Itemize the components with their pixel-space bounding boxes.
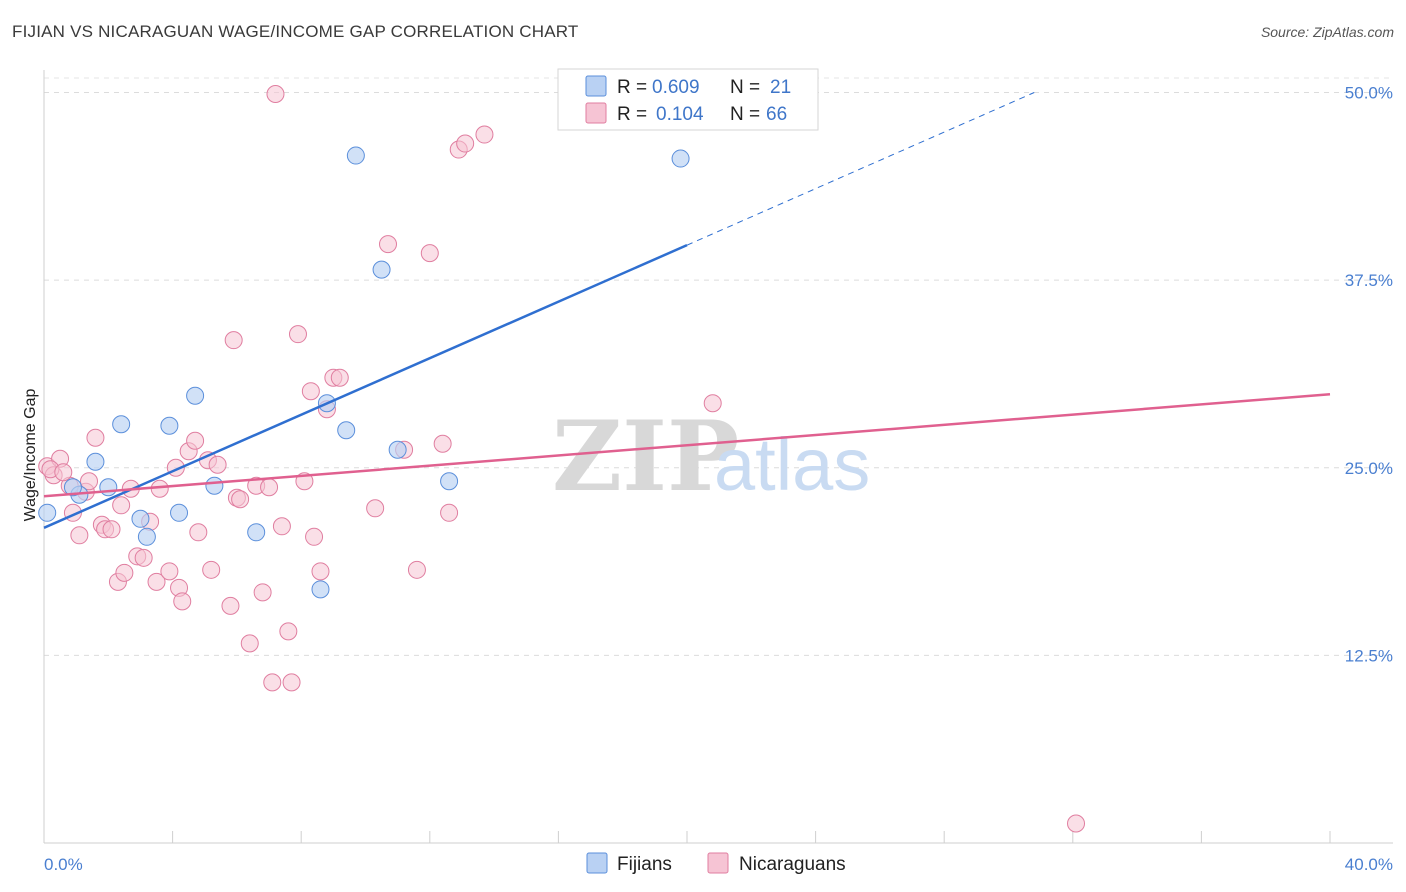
nicaraguans-point xyxy=(115,563,134,582)
nicaraguans-point xyxy=(224,331,243,350)
y-tick-label: 12.5% xyxy=(1345,646,1393,665)
nicaraguans-n-value: 66 xyxy=(766,104,787,125)
nicaraguans-point xyxy=(240,634,259,653)
fijians-trend-extension xyxy=(686,92,1035,246)
nicaraguans-point xyxy=(202,560,221,579)
y-tick-labels: 12.5% 25.0% 37.5% 50.0% xyxy=(1345,84,1393,666)
nicaraguans-trend-line xyxy=(43,392,1331,498)
nicaraguans-point xyxy=(80,472,99,491)
watermark: ZIP atlas xyxy=(552,400,870,513)
stats-legend: R = 0.609 N = 21 R = 0.104 N = 66 xyxy=(557,68,819,131)
nicaraguans-point xyxy=(134,548,153,567)
nicaraguans-point xyxy=(282,673,301,692)
fijians-point xyxy=(440,472,459,491)
fijians-n-value: 21 xyxy=(770,77,791,98)
fijians-bottom-swatch xyxy=(586,852,608,874)
fijians-point xyxy=(186,386,205,405)
nicaraguans-point xyxy=(147,572,166,591)
nicaraguans-point xyxy=(102,520,121,539)
fijians-point xyxy=(346,146,365,165)
fijians-point xyxy=(38,503,57,522)
nicaraguans-point xyxy=(266,85,285,104)
y-axis-label: Wage/Income Gap xyxy=(22,389,39,522)
nicaraguans-point xyxy=(288,325,307,344)
nicaraguans-point xyxy=(231,490,250,509)
fijians-point xyxy=(311,580,330,599)
fijians-point xyxy=(337,421,356,440)
trend-lines xyxy=(43,92,1331,529)
nicaraguans-point xyxy=(221,596,240,615)
nicaraguans-point xyxy=(420,244,439,263)
fijians-points xyxy=(38,146,690,599)
x-tick-max: 40.0% xyxy=(1345,855,1393,874)
fijians-point xyxy=(247,523,266,542)
axes xyxy=(43,70,1393,844)
nicaraguans-point xyxy=(173,592,192,611)
fijians-point xyxy=(671,149,690,168)
nicaraguans-point xyxy=(253,583,272,602)
nicaraguans-point xyxy=(1067,814,1086,833)
nicaraguans-point xyxy=(263,673,282,692)
nicaraguans-bottom-swatch xyxy=(707,852,729,874)
fijians-legend-swatch xyxy=(585,75,607,97)
nicaraguans-point xyxy=(433,434,452,453)
nicaraguans-point xyxy=(440,503,459,522)
fijians-point xyxy=(112,415,131,434)
fijians-n-label: N = xyxy=(730,77,760,98)
chart-title: FIJIAN VS NICARAGUAN WAGE/INCOME GAP COR… xyxy=(12,22,579,41)
nicaraguans-legend-swatch xyxy=(585,102,607,124)
nicaraguans-point xyxy=(112,496,131,515)
nicaraguans-point xyxy=(186,431,205,450)
fijians-point xyxy=(63,478,82,497)
nicaraguans-point xyxy=(272,517,291,536)
fijians-point xyxy=(205,476,224,495)
fijians-point xyxy=(137,527,156,546)
nicaraguans-point xyxy=(54,463,73,482)
fijians-r-label: R = xyxy=(617,77,647,98)
y-tick-label: 37.5% xyxy=(1345,271,1393,290)
nicaraguans-point xyxy=(379,235,398,254)
nicaraguans-point xyxy=(407,560,426,579)
series-legend: Fijians Nicaraguans xyxy=(586,852,846,875)
nicaraguans-point xyxy=(311,562,330,581)
fijians-point xyxy=(170,503,189,522)
fijians-r-value: 0.609 xyxy=(652,77,700,98)
nicaraguans-point xyxy=(279,622,298,641)
fijians-legend-label: Fijians xyxy=(617,854,672,875)
nicaraguans-point xyxy=(86,428,105,447)
x-tick-min: 0.0% xyxy=(44,855,83,874)
fijians-point xyxy=(372,260,391,279)
nicaraguans-point xyxy=(70,526,89,545)
fijians-point xyxy=(86,452,105,471)
nicaraguans-legend-label: Nicaraguans xyxy=(739,854,846,875)
fijians-point xyxy=(131,509,150,528)
watermark-zip: ZIP xyxy=(552,400,739,513)
y-tick-label: 25.0% xyxy=(1345,459,1393,478)
nicaraguans-point xyxy=(703,394,722,413)
nicaraguans-r-label: R = xyxy=(617,104,647,125)
nicaraguans-point xyxy=(301,382,320,401)
nicaraguans-point xyxy=(160,562,179,581)
nicaraguans-n-label: N = xyxy=(730,104,760,125)
fijians-trend-line xyxy=(43,244,688,529)
watermark-atlas: atlas xyxy=(714,423,870,506)
source-label: Source: ZipAtlas.com xyxy=(1260,24,1394,40)
nicaraguans-point xyxy=(208,455,227,474)
fijians-point xyxy=(99,478,118,497)
fijians-point xyxy=(388,440,407,459)
y-tick-label: 50.0% xyxy=(1345,84,1393,103)
nicaraguans-r-value: 0.104 xyxy=(656,104,704,125)
nicaraguans-point xyxy=(189,523,208,542)
grid-lines xyxy=(44,77,1393,656)
nicaraguans-point xyxy=(305,527,324,546)
fijians-point xyxy=(160,416,179,435)
nicaraguans-point xyxy=(456,134,475,153)
nicaraguans-point xyxy=(260,478,279,497)
nicaraguans-point xyxy=(366,499,385,518)
nicaraguans-point xyxy=(330,368,349,387)
nicaraguans-point xyxy=(475,125,494,144)
